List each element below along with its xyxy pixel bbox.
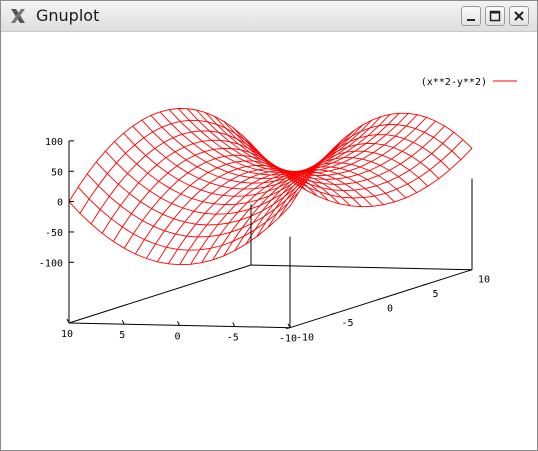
x-tick-label: 0	[174, 331, 180, 342]
x-tick	[287, 323, 291, 328]
surface-isoline-x	[289, 112, 473, 207]
y-tick	[285, 327, 291, 330]
surface-isoline-y	[105, 150, 327, 215]
surface-isoline-y	[168, 109, 391, 174]
surface-isoline-y	[77, 186, 300, 251]
minimize-button[interactable]	[461, 6, 481, 26]
legend-label: (x**2-y**2)	[421, 77, 487, 88]
y-tick	[376, 298, 382, 301]
surface-isoline-y	[114, 141, 336, 206]
floor-back-edge	[250, 264, 473, 271]
surface-isoline-y	[141, 119, 364, 184]
y-tick-label: 10	[478, 275, 490, 286]
x-tick-label: 10	[61, 329, 73, 340]
surface-isoline-y	[250, 143, 473, 208]
surface-isoline-y	[150, 115, 373, 179]
surface-isoline-y	[95, 161, 318, 226]
x-tick-label: -5	[227, 333, 239, 344]
z-tick-label: 0	[57, 198, 63, 209]
maximize-button[interactable]	[485, 6, 505, 26]
y-tick-label: -10	[296, 333, 314, 344]
z-tick-label: 100	[45, 137, 63, 148]
y-tick-label: -5	[342, 318, 354, 329]
surface-isoline-y	[86, 173, 309, 238]
surface-isoline-y	[132, 125, 355, 190]
x-tick	[232, 322, 236, 327]
z-tick-label: 50	[51, 167, 63, 178]
minimize-icon	[467, 19, 475, 21]
floor-back-edge	[68, 264, 252, 324]
surface-isoline-y	[241, 134, 464, 199]
surface-isoline-x	[68, 108, 252, 202]
y-tick	[331, 312, 336, 315]
surface-isoline-y	[214, 116, 436, 180]
z-tick-label: -100	[39, 258, 63, 269]
surface-isoline-y	[159, 111, 382, 176]
x-tick-label: 5	[119, 330, 125, 341]
surface-isoline-y	[177, 108, 400, 173]
x-tick-label: -10	[279, 334, 297, 345]
axes	[66, 140, 473, 330]
surface-isoline-y	[196, 109, 418, 174]
maximize-icon	[489, 10, 501, 22]
surface-isoline-y	[186, 108, 409, 173]
x-window-icon	[11, 9, 25, 23]
y-tick-label: 5	[433, 289, 439, 300]
close-icon	[514, 11, 524, 21]
window-title: Gnuplot	[36, 6, 100, 25]
close-button[interactable]	[509, 6, 529, 26]
surface-isoline-y	[223, 120, 446, 185]
plot-area: 100 50 0 -50 -100 10 5 0 -5 -10 -10 -5 0 5 10 (x**2-y*…	[5, 33, 533, 445]
x-tick	[66, 318, 70, 324]
y-tick	[422, 283, 427, 286]
surface-isoline-y	[68, 201, 291, 266]
surface-isoline-y	[123, 132, 345, 197]
z-tick-label: -50	[45, 228, 63, 239]
x-tick	[121, 319, 125, 325]
surface-isoline-y	[205, 112, 427, 177]
x-tick	[177, 321, 180, 326]
surface-mesh	[68, 108, 473, 266]
y-tick-label: 0	[387, 304, 393, 315]
y-tick	[467, 269, 473, 272]
title-bar[interactable]: Gnuplot	[1, 1, 537, 32]
